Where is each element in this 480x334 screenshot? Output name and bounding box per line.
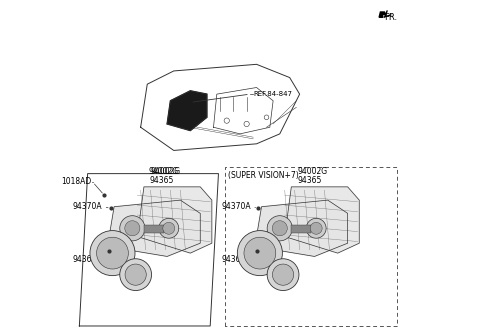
Circle shape [244, 237, 276, 269]
Text: 94002G: 94002G [149, 167, 179, 176]
Circle shape [120, 216, 145, 241]
Polygon shape [379, 12, 386, 17]
Circle shape [310, 222, 322, 234]
Circle shape [273, 264, 294, 285]
Circle shape [90, 230, 135, 276]
Polygon shape [137, 187, 212, 253]
Bar [144, 225, 164, 233]
Polygon shape [167, 91, 207, 131]
Polygon shape [285, 187, 359, 253]
Circle shape [267, 216, 292, 241]
Text: 94370A: 94370A [73, 202, 103, 211]
Circle shape [272, 221, 288, 236]
Text: 94002G: 94002G [298, 167, 328, 176]
Bar [291, 225, 311, 233]
Circle shape [125, 264, 146, 285]
Circle shape [120, 259, 152, 291]
Text: 94363A: 94363A [73, 255, 103, 264]
Text: 94365: 94365 [150, 176, 174, 185]
Circle shape [163, 222, 175, 234]
Circle shape [159, 218, 179, 238]
Text: 94365: 94365 [298, 176, 322, 185]
Circle shape [96, 237, 128, 269]
Text: 94002G: 94002G [150, 167, 180, 176]
Polygon shape [108, 200, 200, 257]
Text: FR.: FR. [384, 13, 397, 22]
Text: (SUPER VISION+7): (SUPER VISION+7) [228, 171, 299, 180]
Circle shape [125, 221, 140, 236]
Text: 1018AD: 1018AD [61, 177, 92, 186]
Circle shape [306, 218, 326, 238]
Polygon shape [255, 200, 348, 257]
Text: 94370A: 94370A [222, 202, 252, 211]
Text: REF.84-847: REF.84-847 [253, 91, 292, 97]
Circle shape [237, 230, 282, 276]
Circle shape [267, 259, 299, 291]
Text: 94363A: 94363A [222, 255, 252, 264]
